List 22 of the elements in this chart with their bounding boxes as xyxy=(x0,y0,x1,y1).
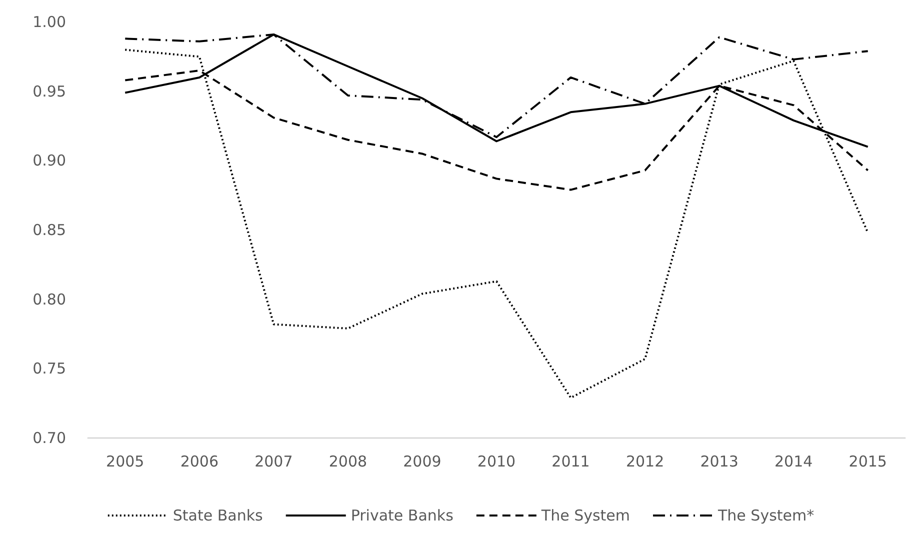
y-tick-label: 0.80 xyxy=(32,290,66,308)
y-tick-label: 0.85 xyxy=(32,221,66,239)
legend-label: The System* xyxy=(717,506,815,524)
legend-label: Private Banks xyxy=(350,506,454,524)
x-tick-label: 2006 xyxy=(180,452,219,470)
x-tick-label: 2013 xyxy=(700,452,738,470)
x-tick-label: 2008 xyxy=(328,452,368,470)
x-tick-label: 2005 xyxy=(106,452,144,470)
legend-label: The System xyxy=(540,506,630,524)
legend-label: State Banks xyxy=(172,506,264,524)
y-tick-label: 1.00 xyxy=(32,13,66,31)
x-tick-label: 2011 xyxy=(552,452,590,470)
x-tick-label: 2010 xyxy=(477,452,516,470)
y-tick-label: 0.95 xyxy=(32,82,66,100)
x-tick-label: 2014 xyxy=(774,452,813,470)
y-tick-label: 0.70 xyxy=(32,429,66,447)
x-tick-label: 2012 xyxy=(626,452,664,470)
y-tick-label: 0.75 xyxy=(32,360,66,378)
y-tick-label: 0.90 xyxy=(32,152,66,170)
x-tick-label: 2015 xyxy=(848,452,887,470)
x-tick-label: 2007 xyxy=(254,452,293,470)
x-tick-label: 2009 xyxy=(403,452,442,470)
